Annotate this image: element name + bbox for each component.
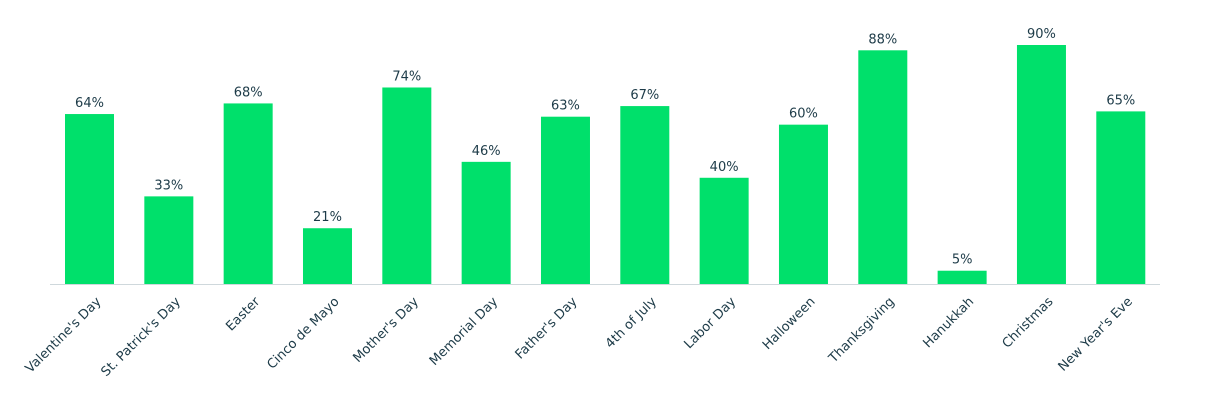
bar <box>302 228 352 284</box>
value-label: 68% <box>234 85 263 100</box>
x-tick-label: St. Patrick's Day <box>99 294 185 380</box>
x-tick-label: Memorial Day <box>427 294 502 369</box>
bar <box>858 50 908 284</box>
x-tick-label: Father's Day <box>513 294 581 362</box>
x-tick-label: New Year's Eve <box>1056 294 1136 374</box>
x-tick-label: Thanksgiving <box>825 294 897 366</box>
bar <box>540 116 590 284</box>
bar <box>1096 111 1146 284</box>
value-label: 74% <box>392 69 421 84</box>
bar <box>620 106 670 284</box>
x-tick-label: Easter <box>223 294 263 334</box>
value-label: 88% <box>868 32 897 47</box>
bar <box>223 103 273 284</box>
x-tick-label: Mother's Day <box>350 294 422 366</box>
x-tick-label: Cinco de Mayo <box>264 294 342 372</box>
value-label: 46% <box>472 144 501 159</box>
bar <box>778 124 828 285</box>
bar <box>937 270 987 284</box>
value-label: 64% <box>75 96 104 111</box>
bar <box>1016 45 1066 284</box>
value-label: 63% <box>551 99 580 114</box>
value-label: 60% <box>789 107 818 122</box>
bar <box>699 177 749 284</box>
value-label: 40% <box>710 160 739 175</box>
x-tick-label: 4th of July <box>603 294 660 351</box>
x-tick-label: Halloween <box>760 294 819 353</box>
value-label: 21% <box>313 210 342 225</box>
x-tick-label: Christmas <box>1000 294 1057 351</box>
value-label: 65% <box>1106 93 1135 108</box>
value-label: 67% <box>630 88 659 103</box>
value-label: 5% <box>952 253 973 268</box>
value-label: 90% <box>1027 27 1056 42</box>
bar <box>382 87 432 284</box>
bar <box>144 196 194 284</box>
value-label: 33% <box>154 178 183 193</box>
x-tick-label: Hanukkah <box>920 294 977 351</box>
bar <box>65 114 114 285</box>
x-tick-label: Labor Day <box>682 294 740 352</box>
x-tick-label: Valentine's Day <box>23 294 105 376</box>
bar <box>461 161 511 284</box>
